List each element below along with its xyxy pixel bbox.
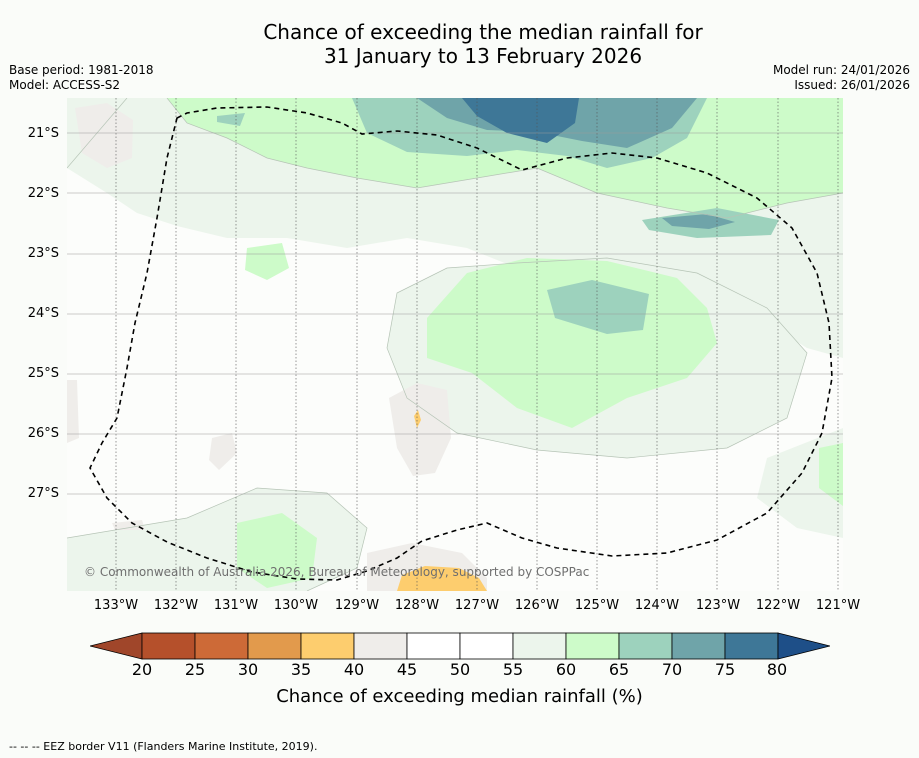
lat-label: 21°S xyxy=(27,126,59,141)
lon-label: 121°W xyxy=(815,598,861,613)
contour-lines xyxy=(67,98,843,591)
region-40-45-center xyxy=(389,383,451,476)
eez-legend-note: -- -- -- EEZ border V11 (Flanders Marine… xyxy=(9,740,318,753)
colorbar-tick: 20 xyxy=(131,660,153,679)
lon-label: 132°W xyxy=(153,598,199,613)
graticule xyxy=(115,98,839,591)
lon-label: 125°W xyxy=(574,598,620,613)
colorbar-label: Chance of exceeding median rainfall (%) xyxy=(276,686,643,707)
region-40-45-southwest xyxy=(112,520,145,530)
region-75-80-north xyxy=(462,98,579,143)
title-line-2: 31 January to 13 February 2026 xyxy=(323,44,643,68)
colorbar-extend-high xyxy=(777,632,830,660)
map-title: Chance of exceeding the median rainfall … xyxy=(0,20,919,68)
colorbar xyxy=(90,632,830,660)
region-35-40-spot xyxy=(414,410,421,428)
lon-label: 129°W xyxy=(334,598,380,613)
region-65-70-center xyxy=(547,280,649,334)
colorbar-swatch xyxy=(353,632,408,660)
lon-label: 133°W xyxy=(93,598,139,613)
rainfall-map xyxy=(67,98,843,591)
colorbar-tick: 80 xyxy=(766,660,788,679)
colorbar-swatch xyxy=(565,632,620,660)
lat-label: 23°S xyxy=(27,246,59,261)
lat-label: 25°S xyxy=(27,366,59,381)
region-40-45-west xyxy=(67,380,79,443)
region-65-70-west xyxy=(217,113,245,126)
colorbar-segments xyxy=(90,632,830,660)
lat-label: 27°S xyxy=(27,486,59,501)
colorbar-swatch xyxy=(141,632,196,660)
colorbar-swatch xyxy=(194,632,249,660)
colorbar-swatch xyxy=(724,632,779,660)
colorbar-tick: 60 xyxy=(555,660,577,679)
lon-label: 122°W xyxy=(755,598,801,613)
colorbar-tick: 25 xyxy=(184,660,206,679)
copyright-notice: © Commonwealth of Australia 2026, Bureau… xyxy=(84,565,590,579)
region-60-65-south xyxy=(237,513,317,588)
issued-date: Issued: 26/01/2026 xyxy=(794,78,910,92)
colorbar-swatch xyxy=(247,632,302,660)
lat-label: 26°S xyxy=(27,426,59,441)
lon-label: 130°W xyxy=(273,598,319,613)
lon-label: 131°W xyxy=(213,598,259,613)
lat-label: 22°S xyxy=(27,186,59,201)
region-40-45-northwest xyxy=(75,103,133,168)
colorbar-tick: 65 xyxy=(608,660,630,679)
latitude-lines xyxy=(67,132,843,495)
colorbar-tick: 75 xyxy=(714,660,736,679)
colorbar-tick: 45 xyxy=(396,660,418,679)
colorbar-tick: 70 xyxy=(661,660,683,679)
base-period: Base period: 1981-2018 xyxy=(9,63,154,77)
lon-label: 124°W xyxy=(634,598,680,613)
eez-border xyxy=(89,106,833,581)
model-run: Model run: 24/01/2026 xyxy=(772,63,910,77)
title-line-1: Chance of exceeding the median rainfall … xyxy=(263,20,703,44)
lon-label: 126°W xyxy=(514,598,560,613)
lon-label: 128°W xyxy=(394,598,440,613)
region-35-40-south xyxy=(397,566,487,591)
colorbar-swatch xyxy=(671,632,726,660)
region-40-45-small xyxy=(209,433,237,470)
base-info: Base period: 1981-2018 Model: ACCESS-S2 xyxy=(9,63,154,93)
lon-label: 123°W xyxy=(695,598,741,613)
colorbar-swatch xyxy=(300,632,355,660)
region-60-65-blob-west xyxy=(245,243,289,280)
colorbar-tick: 55 xyxy=(502,660,524,679)
lon-label: 127°W xyxy=(454,598,500,613)
lat-label: 24°S xyxy=(27,306,59,321)
colorbar-swatch xyxy=(512,632,567,660)
model-name: Model: ACCESS-S2 xyxy=(9,78,121,92)
colorbar-swatch xyxy=(459,632,514,660)
colorbar-extend-low xyxy=(90,632,143,660)
region-60-65-east xyxy=(819,443,843,506)
colorbar-tick: 50 xyxy=(449,660,471,679)
colorbar-tick: 35 xyxy=(290,660,312,679)
colorbar-swatch xyxy=(406,632,461,660)
run-info: Model run: 24/01/2026 Issued: 26/01/2026 xyxy=(773,63,910,93)
colorbar-tick: 40 xyxy=(343,660,365,679)
colorbar-swatch xyxy=(618,632,673,660)
colorbar-tick: 30 xyxy=(237,660,259,679)
